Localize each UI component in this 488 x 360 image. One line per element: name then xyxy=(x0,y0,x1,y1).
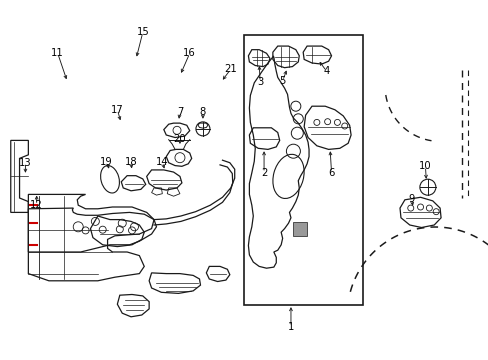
Text: 17: 17 xyxy=(111,105,123,115)
Text: 1: 1 xyxy=(287,322,294,332)
Text: 21: 21 xyxy=(224,64,237,74)
Text: 10: 10 xyxy=(418,161,431,171)
Text: 15: 15 xyxy=(136,27,149,37)
Bar xyxy=(293,222,307,237)
Text: 4: 4 xyxy=(323,66,329,76)
Text: 7: 7 xyxy=(176,107,183,117)
Text: 5: 5 xyxy=(279,76,285,86)
Text: 2: 2 xyxy=(260,168,267,178)
Text: 9: 9 xyxy=(407,194,414,204)
Bar xyxy=(243,35,363,305)
Text: 12: 12 xyxy=(30,200,43,210)
Text: 14: 14 xyxy=(156,157,168,167)
Text: 8: 8 xyxy=(200,107,205,117)
Text: 19: 19 xyxy=(100,157,113,167)
Text: 3: 3 xyxy=(257,77,263,87)
Text: 11: 11 xyxy=(51,48,64,58)
Text: 18: 18 xyxy=(124,157,137,167)
Text: 16: 16 xyxy=(183,48,196,58)
Text: 13: 13 xyxy=(19,158,32,168)
Text: 6: 6 xyxy=(327,168,334,178)
Text: 20: 20 xyxy=(173,134,186,144)
